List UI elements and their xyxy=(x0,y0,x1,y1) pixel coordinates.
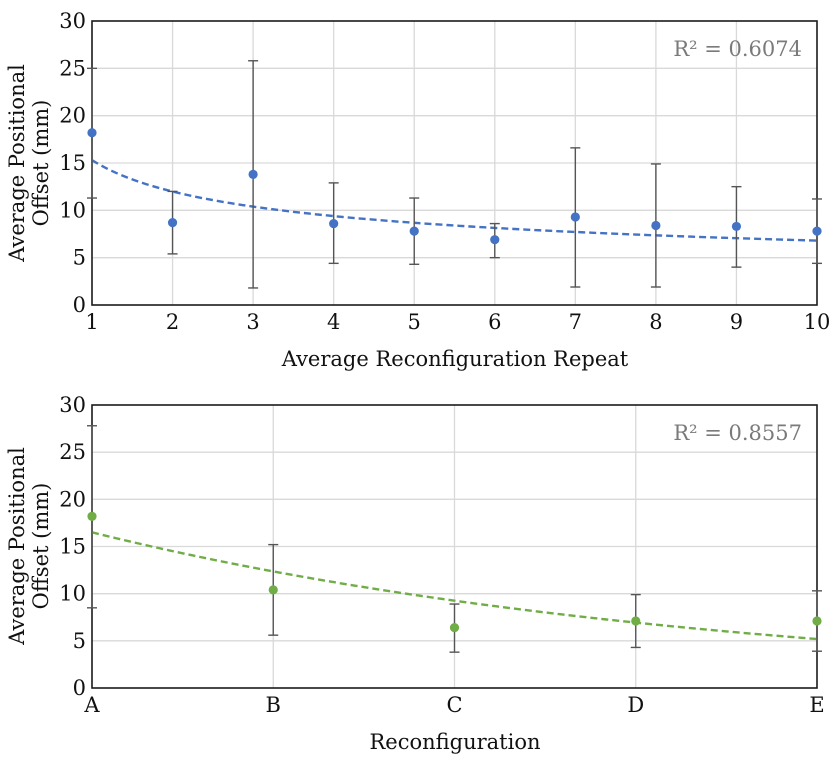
chart-2-y-tick-label: 5 xyxy=(73,629,86,653)
chart-1-y-tick-label: 0 xyxy=(73,293,86,317)
chart-1-data-point xyxy=(570,212,580,222)
chart-2-y-tick-label: 30 xyxy=(59,393,86,417)
chart-1-data-point xyxy=(87,128,97,138)
chart-1-trendline xyxy=(91,159,818,242)
chart-1-y-axis-label-line2: Offset (mm) xyxy=(29,100,53,227)
chart-1-x-tick-label: 7 xyxy=(569,310,582,334)
chart-1: 0 5 10 15 20 25 30 1 2 3 4 5 6 7 8 9 10 Average Reconfig… xyxy=(5,9,830,371)
chart-1-y-tick-label: 10 xyxy=(59,198,86,222)
chart-1-data-point xyxy=(167,218,178,228)
chart-2-y-tick-label: 20 xyxy=(59,487,86,511)
chart-1-x-tick-label: 1 xyxy=(85,310,98,334)
chart-1-data-point xyxy=(731,221,742,232)
chart-1-x-tick-label: 2 xyxy=(166,310,179,334)
chart-1-y-tick-label: 25 xyxy=(59,56,86,80)
chart-1-x-tick-label: 5 xyxy=(408,310,421,334)
chart-1-y-tick-label: 15 xyxy=(59,151,86,175)
chart-1-data-point xyxy=(409,226,419,236)
chart-1-x-axis-label: Average Reconfiguration Repeat xyxy=(281,347,629,371)
chart-1-y-axis-label-line1: Average Positional xyxy=(5,64,29,263)
chart-2-y-tick-label: 0 xyxy=(73,676,86,700)
chart-1-x-tick-label: 6 xyxy=(488,310,501,334)
chart-2-data-point xyxy=(268,585,278,595)
chart-1-x-tick-label: 3 xyxy=(246,310,259,334)
chart-2-y-tick-label: 15 xyxy=(59,535,86,559)
chart-2-r-squared-label: R² = 0.8557 xyxy=(673,421,802,445)
chart-1-y-tick-label: 20 xyxy=(59,104,86,128)
chart-2-y-axis-label-line1: Average Positional xyxy=(5,447,29,646)
chart-2-y-tick-label: 25 xyxy=(59,440,86,464)
chart-2-y-axis-label-line2: Offset (mm) xyxy=(29,483,53,610)
chart-2-y-tick-label: 10 xyxy=(59,582,86,606)
chart-2-data-point xyxy=(449,623,460,633)
chart-2-data-point xyxy=(87,511,97,521)
chart-2-x-tick-label: D xyxy=(627,693,644,717)
chart-2-x-tick-label: A xyxy=(83,693,100,717)
chart-2-trendline xyxy=(91,531,818,641)
chart-2-x-tick-label: B xyxy=(266,693,281,717)
chart-1-x-tick-label: 10 xyxy=(804,310,830,334)
chart-2: 0 5 10 15 20 25 30 A B C D E Reconfiguration Averag… xyxy=(5,393,825,754)
chart-1-y-tick-label: 5 xyxy=(73,246,86,270)
chart-1-data-point xyxy=(490,235,500,245)
chart-2-data-point xyxy=(812,616,822,626)
chart-1-data-point xyxy=(329,218,339,229)
chart-1-data-point xyxy=(812,226,822,236)
chart-1-x-tick-label: 4 xyxy=(327,310,340,334)
chart-1-r-squared-label: R² = 0.6074 xyxy=(673,37,802,61)
chart-1-data-point xyxy=(248,169,258,179)
chart-1-x-tick-label: 8 xyxy=(649,310,662,334)
chart-2-data-point xyxy=(631,616,641,626)
chart-1-y-tick-label: 30 xyxy=(59,9,86,33)
chart-1-data-point xyxy=(651,220,661,231)
chart-2-x-tick-label: C xyxy=(446,693,462,717)
chart-2-x-axis-label: Reconfiguration xyxy=(369,730,540,754)
chart-1-x-tick-label: 9 xyxy=(730,310,743,334)
chart-2-x-tick-label: E xyxy=(809,693,824,717)
